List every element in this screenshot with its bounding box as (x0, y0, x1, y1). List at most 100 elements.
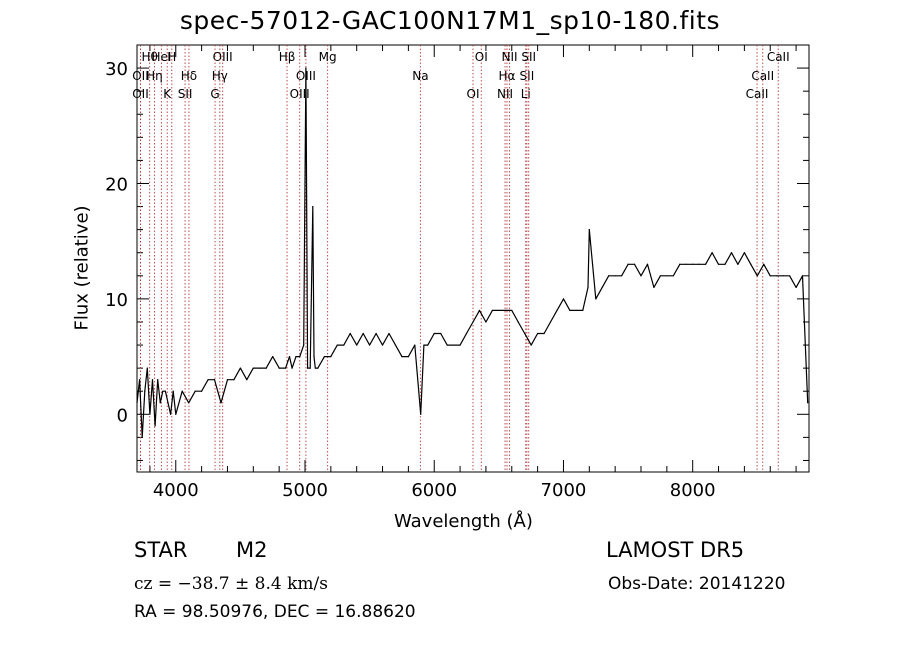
spectrum-point (608, 275, 610, 277)
spectrum-point (711, 252, 713, 254)
y-tick-label: 20 (105, 174, 128, 195)
spectrum-point (478, 309, 481, 312)
spectrum-point (305, 67, 307, 69)
spectrum-point (646, 263, 649, 265)
spectrum-point (181, 390, 183, 392)
spectrum-point (601, 286, 603, 288)
spectrum-point (769, 275, 771, 277)
spectrum-point (530, 344, 532, 346)
line-marker-label: NII (502, 50, 518, 64)
spectrum-point (582, 309, 584, 312)
spectrum-point (672, 275, 674, 277)
spectrum-point (136, 402, 138, 404)
spectrum-point (743, 252, 745, 254)
y-tick-label: 10 (105, 290, 128, 311)
spectrum-point (313, 355, 315, 358)
spectrum-point (569, 309, 571, 312)
spectrum-point (252, 367, 254, 369)
spectrum-point (146, 367, 148, 369)
line-marker-label: H (167, 50, 176, 64)
spectrum-point (756, 275, 758, 277)
line-marker-label: G (210, 87, 219, 101)
spectrum-point (330, 355, 332, 358)
spectrum-point (144, 390, 146, 392)
spectrum-point (233, 379, 235, 381)
line-marker-label: CaII (746, 87, 769, 101)
spectrum-point (172, 390, 174, 392)
spectrum-point (614, 275, 616, 277)
x-tick-label: 6000 (411, 480, 457, 501)
y-tick-label: 0 (117, 405, 128, 426)
spectrum-point (414, 344, 416, 346)
line-marker-label: OII (132, 69, 149, 83)
spectrum-point (433, 332, 435, 335)
spectrum-point (750, 263, 752, 265)
line-marker-label: Hη (146, 69, 163, 83)
spectrum-point (299, 355, 301, 358)
spectrum-point (587, 286, 589, 288)
x-axis-label: Wavelength (Å) (394, 511, 533, 532)
line-marker-label: CaII (767, 50, 790, 64)
spectrum-point (375, 332, 377, 335)
spectrum-point (314, 367, 316, 369)
obs-date-label: Obs-Date: 20141220 (608, 574, 786, 594)
spectrum-point (782, 275, 784, 277)
spectrum-point (188, 402, 190, 404)
spectrum-point (446, 344, 448, 346)
spectrum-point (427, 344, 429, 346)
ra-dec-label: RA = 98.50976, DEC = 16.88620 (134, 602, 416, 622)
spectrum-point (309, 367, 311, 369)
line-marker-label: NII (497, 87, 513, 101)
spectrum-point (692, 263, 694, 265)
spectrum-point (627, 263, 629, 265)
spectrum-point (220, 402, 222, 404)
line-marker-label: OIII (213, 50, 233, 64)
spectrum-point (213, 379, 216, 381)
line-marker-label: Li (521, 87, 531, 101)
spectrum-point (265, 367, 267, 369)
line-marker-label: CaII (751, 69, 774, 83)
spectrum-point (595, 298, 597, 300)
spectrum-point (698, 263, 700, 265)
spectrum-point (407, 355, 409, 358)
y-tick-label: 30 (105, 59, 128, 80)
spectrum-point (472, 321, 474, 323)
spectrum-point (306, 367, 309, 369)
spectrum-point (485, 321, 487, 323)
spectrum-point (149, 413, 151, 415)
survey-label: LAMOST DR5 (606, 538, 745, 562)
line-marker-label: Hα (499, 69, 516, 83)
spectrum-point (388, 332, 390, 335)
spectrum-point (453, 344, 455, 346)
spectrum-point (679, 263, 681, 265)
spectrum-point (362, 332, 364, 335)
spectrum-point (323, 355, 325, 358)
line-marker-label: Hθ (141, 50, 157, 64)
spectrum-point (588, 229, 590, 231)
spectrum-point (343, 344, 345, 346)
line-marker-label: OI (475, 50, 488, 64)
spectrum-point (524, 332, 526, 335)
line-marker-label: HeI (151, 50, 171, 64)
spectrum-point (246, 379, 248, 381)
spectrum-point (633, 263, 636, 265)
line-marker-label: OIII (290, 87, 310, 101)
spectrum-point (369, 344, 371, 346)
spectrum-point (207, 379, 209, 381)
spectrum-point (575, 309, 577, 312)
spectrum-point (162, 390, 164, 392)
line-marker-label: OII (132, 87, 149, 101)
spectrum-point (498, 309, 500, 312)
spectrum-point (157, 379, 159, 381)
spectrum-point (685, 263, 687, 265)
spectrum-point (381, 344, 384, 346)
spectrum-point (317, 367, 319, 369)
spectrum-point (259, 367, 261, 369)
spectrum-point (226, 379, 229, 381)
spectrum-point (543, 332, 545, 335)
spectrum-point (724, 263, 726, 265)
line-marker-label: SII (520, 69, 535, 83)
x-tick-label: 7000 (541, 480, 587, 501)
spectrum-point (801, 275, 804, 277)
x-tick-label: 4000 (153, 480, 199, 501)
